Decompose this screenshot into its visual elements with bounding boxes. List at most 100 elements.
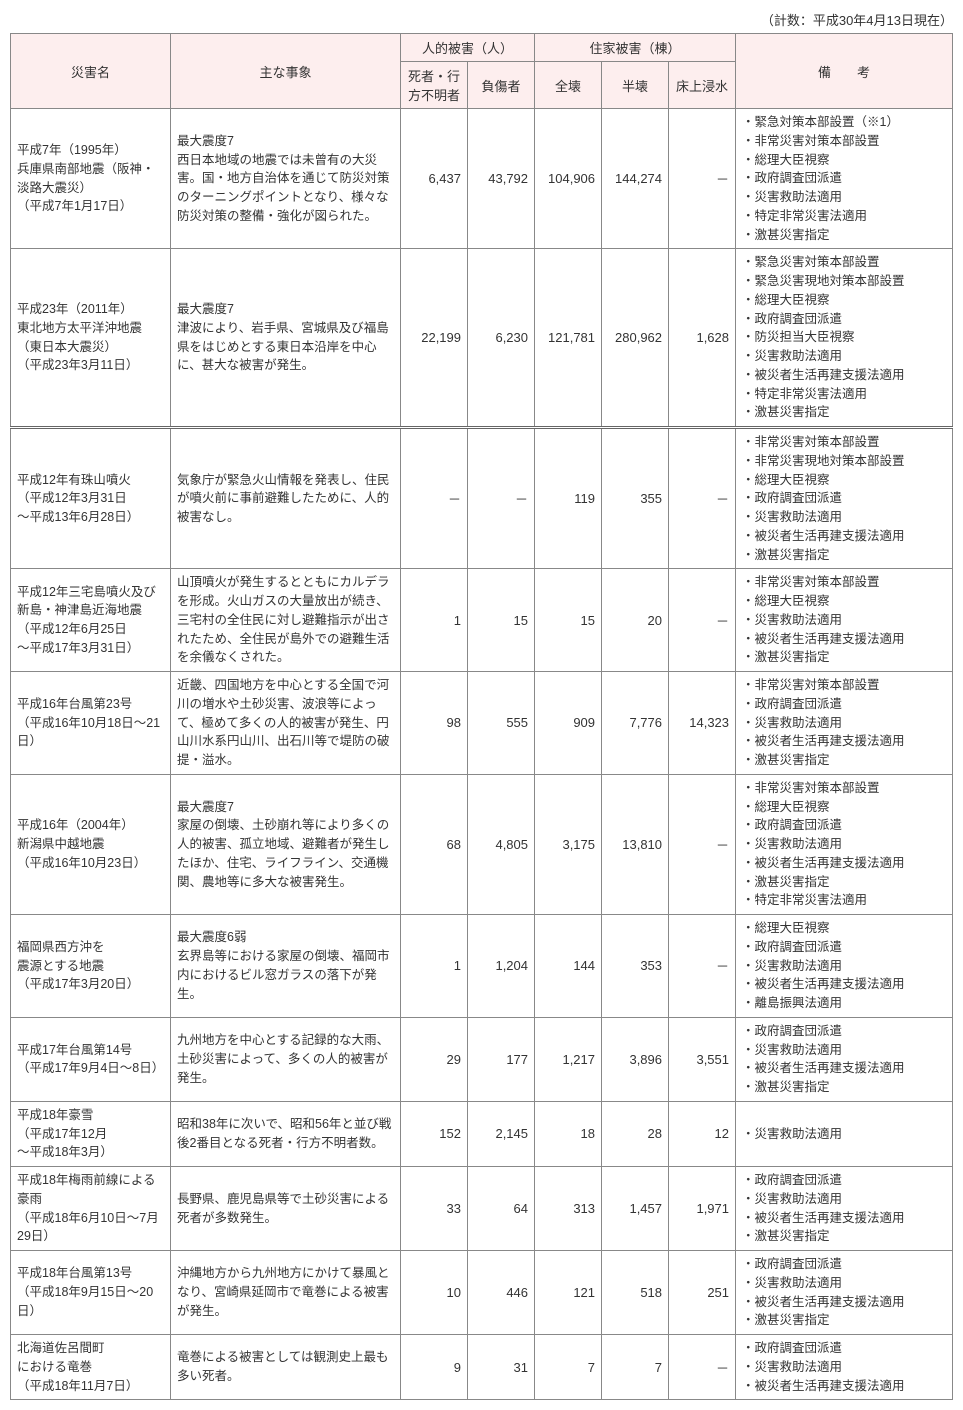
cell-name: 平成12年有珠山噴火 （平成12年3月31日 ～平成13年6月28日） bbox=[11, 428, 171, 569]
cell-half: 518 bbox=[602, 1251, 669, 1335]
cell-remarks: ・政府調査団派遣 ・災害救助法適用 ・被災者生活再建支援法適用 ・激甚災害指定 bbox=[736, 1251, 953, 1335]
cell-remarks: ・非常災害対策本部設置 ・総理大臣視察 ・災害救助法適用 ・被災者生活再建支援法… bbox=[736, 569, 953, 672]
cell-full: 909 bbox=[535, 672, 602, 775]
cell-name: 平成16年台風第23号 （平成16年10月18日～21日） bbox=[11, 672, 171, 775]
cell-name: 平成12年三宅島噴火及び新島・神津島近海地震 （平成12年6月25日 ～平成17… bbox=[11, 569, 171, 672]
th-remarks: 備 考 bbox=[736, 34, 953, 109]
cell-inj: 555 bbox=[468, 672, 535, 775]
th-flood: 床上浸水 bbox=[669, 62, 736, 109]
table-row: 平成23年（2011年） 東北地方太平洋沖地震（東日本大震災） （平成23年3月… bbox=[11, 249, 953, 428]
cell-dead: 68 bbox=[401, 774, 468, 914]
cell-remarks: ・総理大臣視察 ・政府調査団派遣 ・災害救助法適用 ・被災者生活再建支援法適用 … bbox=[736, 915, 953, 1018]
cell-half: 353 bbox=[602, 915, 669, 1018]
cell-half: 7,776 bbox=[602, 672, 669, 775]
th-half: 半壊 bbox=[602, 62, 669, 109]
cell-dead: 98 bbox=[401, 672, 468, 775]
cell-phen: 最大震度6弱 玄界島等における家屋の倒壊、福岡市内におけるビル窓ガラスの落下が発… bbox=[171, 915, 401, 1018]
cell-flood: － bbox=[669, 569, 736, 672]
th-inj: 負傷者 bbox=[468, 62, 535, 109]
table-row: 平成18年梅雨前線による豪雨 （平成18年6月10日～7月29日）長野県、鹿児島… bbox=[11, 1167, 953, 1251]
cell-name: 平成18年台風第13号 （平成18年9月15日～20日） bbox=[11, 1251, 171, 1335]
cell-full: 144 bbox=[535, 915, 602, 1018]
table-row: 北海道佐呂間町 における竜巻 （平成18年11月7日）竜巻による被害としては観測… bbox=[11, 1335, 953, 1400]
th-dead: 死者・行方不明者 bbox=[401, 62, 468, 109]
th-human: 人的被害（人） bbox=[401, 34, 535, 62]
cell-inj: 1,204 bbox=[468, 915, 535, 1018]
cell-half: 1,457 bbox=[602, 1167, 669, 1251]
cell-full: 313 bbox=[535, 1167, 602, 1251]
cell-name: 北海道佐呂間町 における竜巻 （平成18年11月7日） bbox=[11, 1335, 171, 1400]
table-row: 平成12年有珠山噴火 （平成12年3月31日 ～平成13年6月28日）気象庁が緊… bbox=[11, 428, 953, 569]
cell-name: 平成16年（2004年） 新潟県中越地震 （平成16年10月23日） bbox=[11, 774, 171, 914]
cell-phen: 最大震度7 家屋の倒壊、土砂崩れ等により多くの人的被害、孤立地域、避難者が発生し… bbox=[171, 774, 401, 914]
cell-phen: 長野県、鹿児島県等で土砂災害による死者が多数発生。 bbox=[171, 1167, 401, 1251]
cell-inj: 4,805 bbox=[468, 774, 535, 914]
cell-inj: 64 bbox=[468, 1167, 535, 1251]
cell-name: 平成17年台風第14号 （平成17年9月4日～8日） bbox=[11, 1017, 171, 1101]
cell-phen: 沖縄地方から九州地方にかけて暴風となり、宮崎県延岡市で竜巻による被害が発生。 bbox=[171, 1251, 401, 1335]
cell-flood: 12 bbox=[669, 1101, 736, 1166]
cell-inj: 43,792 bbox=[468, 109, 535, 249]
cell-remarks: ・非常災害対策本部設置 ・総理大臣視察 ・政府調査団派遣 ・災害救助法適用 ・被… bbox=[736, 774, 953, 914]
cell-name: 平成18年豪雪 （平成17年12月 ～平成18年3月） bbox=[11, 1101, 171, 1166]
cell-inj: 2,145 bbox=[468, 1101, 535, 1166]
cell-remarks: ・政府調査団派遣 ・災害救助法適用 ・被災者生活再建支援法適用 bbox=[736, 1335, 953, 1400]
cell-inj: 31 bbox=[468, 1335, 535, 1400]
cell-phen: 最大震度7 津波により、岩手県、宮城県及び福島県をはじめとする東日本沿岸を中心に… bbox=[171, 249, 401, 428]
cell-full: 18 bbox=[535, 1101, 602, 1166]
cell-phen: 竜巻による被害としては観測史上最も多い死者。 bbox=[171, 1335, 401, 1400]
cell-name: 平成7年（1995年） 兵庫県南部地震（阪神・淡路大震災） （平成7年1月17日… bbox=[11, 109, 171, 249]
cell-flood: 251 bbox=[669, 1251, 736, 1335]
cell-flood: － bbox=[669, 1335, 736, 1400]
cell-flood: 1,628 bbox=[669, 249, 736, 428]
cell-flood: － bbox=[669, 109, 736, 249]
cell-dead: 9 bbox=[401, 1335, 468, 1400]
table-row: 福岡県西方沖を 震源とする地震 （平成17年3月20日）最大震度6弱 玄界島等に… bbox=[11, 915, 953, 1018]
cell-phen: 山頂噴火が発生するとともにカルデラを形成。火山ガスの大量放出が続き、三宅村の全住… bbox=[171, 569, 401, 672]
cell-full: 15 bbox=[535, 569, 602, 672]
cell-dead: 10 bbox=[401, 1251, 468, 1335]
table-row: 平成18年豪雪 （平成17年12月 ～平成18年3月）昭和38年に次いで、昭和5… bbox=[11, 1101, 953, 1166]
cell-phen: 気象庁が緊急火山情報を発表し、住民が噴火前に事前避難したために、人的被害なし。 bbox=[171, 428, 401, 569]
cell-flood: 1,971 bbox=[669, 1167, 736, 1251]
cell-full: 121 bbox=[535, 1251, 602, 1335]
cell-half: 13,810 bbox=[602, 774, 669, 914]
cell-full: 1,217 bbox=[535, 1017, 602, 1101]
table-row: 平成18年台風第13号 （平成18年9月15日～20日）沖縄地方から九州地方にか… bbox=[11, 1251, 953, 1335]
cell-full: 104,906 bbox=[535, 109, 602, 249]
table-row: 平成7年（1995年） 兵庫県南部地震（阪神・淡路大震災） （平成7年1月17日… bbox=[11, 109, 953, 249]
cell-inj: 177 bbox=[468, 1017, 535, 1101]
table-row: 平成16年（2004年） 新潟県中越地震 （平成16年10月23日）最大震度7 … bbox=[11, 774, 953, 914]
cell-dead: 33 bbox=[401, 1167, 468, 1251]
cell-dead: 1 bbox=[401, 915, 468, 1018]
cell-inj: － bbox=[468, 428, 535, 569]
cell-dead: 22,199 bbox=[401, 249, 468, 428]
cell-remarks: ・非常災害対策本部設置 ・政府調査団派遣 ・災害救助法適用 ・被災者生活再建支援… bbox=[736, 672, 953, 775]
th-full: 全壊 bbox=[535, 62, 602, 109]
cell-name: 福岡県西方沖を 震源とする地震 （平成17年3月20日） bbox=[11, 915, 171, 1018]
cell-full: 119 bbox=[535, 428, 602, 569]
cell-full: 7 bbox=[535, 1335, 602, 1400]
cell-phen: 九州地方を中心とする記録的な大雨、土砂災害によって、多くの人的被害が発生。 bbox=[171, 1017, 401, 1101]
cell-half: 7 bbox=[602, 1335, 669, 1400]
th-name: 災害名 bbox=[11, 34, 171, 109]
cell-remarks: ・緊急災害対策本部設置 ・緊急災害現地対策本部設置 ・総理大臣視察 ・政府調査団… bbox=[736, 249, 953, 428]
cell-remarks: ・災害救助法適用 bbox=[736, 1101, 953, 1166]
cell-phen: 近畿、四国地方を中心とする全国で河川の増水や土砂災害、波浪等によって、極めて多く… bbox=[171, 672, 401, 775]
cell-dead: 29 bbox=[401, 1017, 468, 1101]
cell-dead: － bbox=[401, 428, 468, 569]
cell-dead: 6,437 bbox=[401, 109, 468, 249]
cell-half: 280,962 bbox=[602, 249, 669, 428]
table-row: 平成17年台風第14号 （平成17年9月4日～8日）九州地方を中心とする記録的な… bbox=[11, 1017, 953, 1101]
table-row: 平成16年台風第23号 （平成16年10月18日～21日）近畿、四国地方を中心と… bbox=[11, 672, 953, 775]
table-row: 平成12年三宅島噴火及び新島・神津島近海地震 （平成12年6月25日 ～平成17… bbox=[11, 569, 953, 672]
cell-half: 28 bbox=[602, 1101, 669, 1166]
cell-name: 平成23年（2011年） 東北地方太平洋沖地震（東日本大震災） （平成23年3月… bbox=[11, 249, 171, 428]
cell-remarks: ・緊急対策本部設置（※1） ・非常災害対策本部設置 ・総理大臣視察 ・政府調査団… bbox=[736, 109, 953, 249]
cell-flood: 14,323 bbox=[669, 672, 736, 775]
th-house: 住家被害（棟） bbox=[535, 34, 736, 62]
cell-half: 20 bbox=[602, 569, 669, 672]
cell-remarks: ・政府調査団派遣 ・災害救助法適用 ・被災者生活再建支援法適用 ・激甚災害指定 bbox=[736, 1167, 953, 1251]
cell-half: 144,274 bbox=[602, 109, 669, 249]
cell-flood: － bbox=[669, 774, 736, 914]
